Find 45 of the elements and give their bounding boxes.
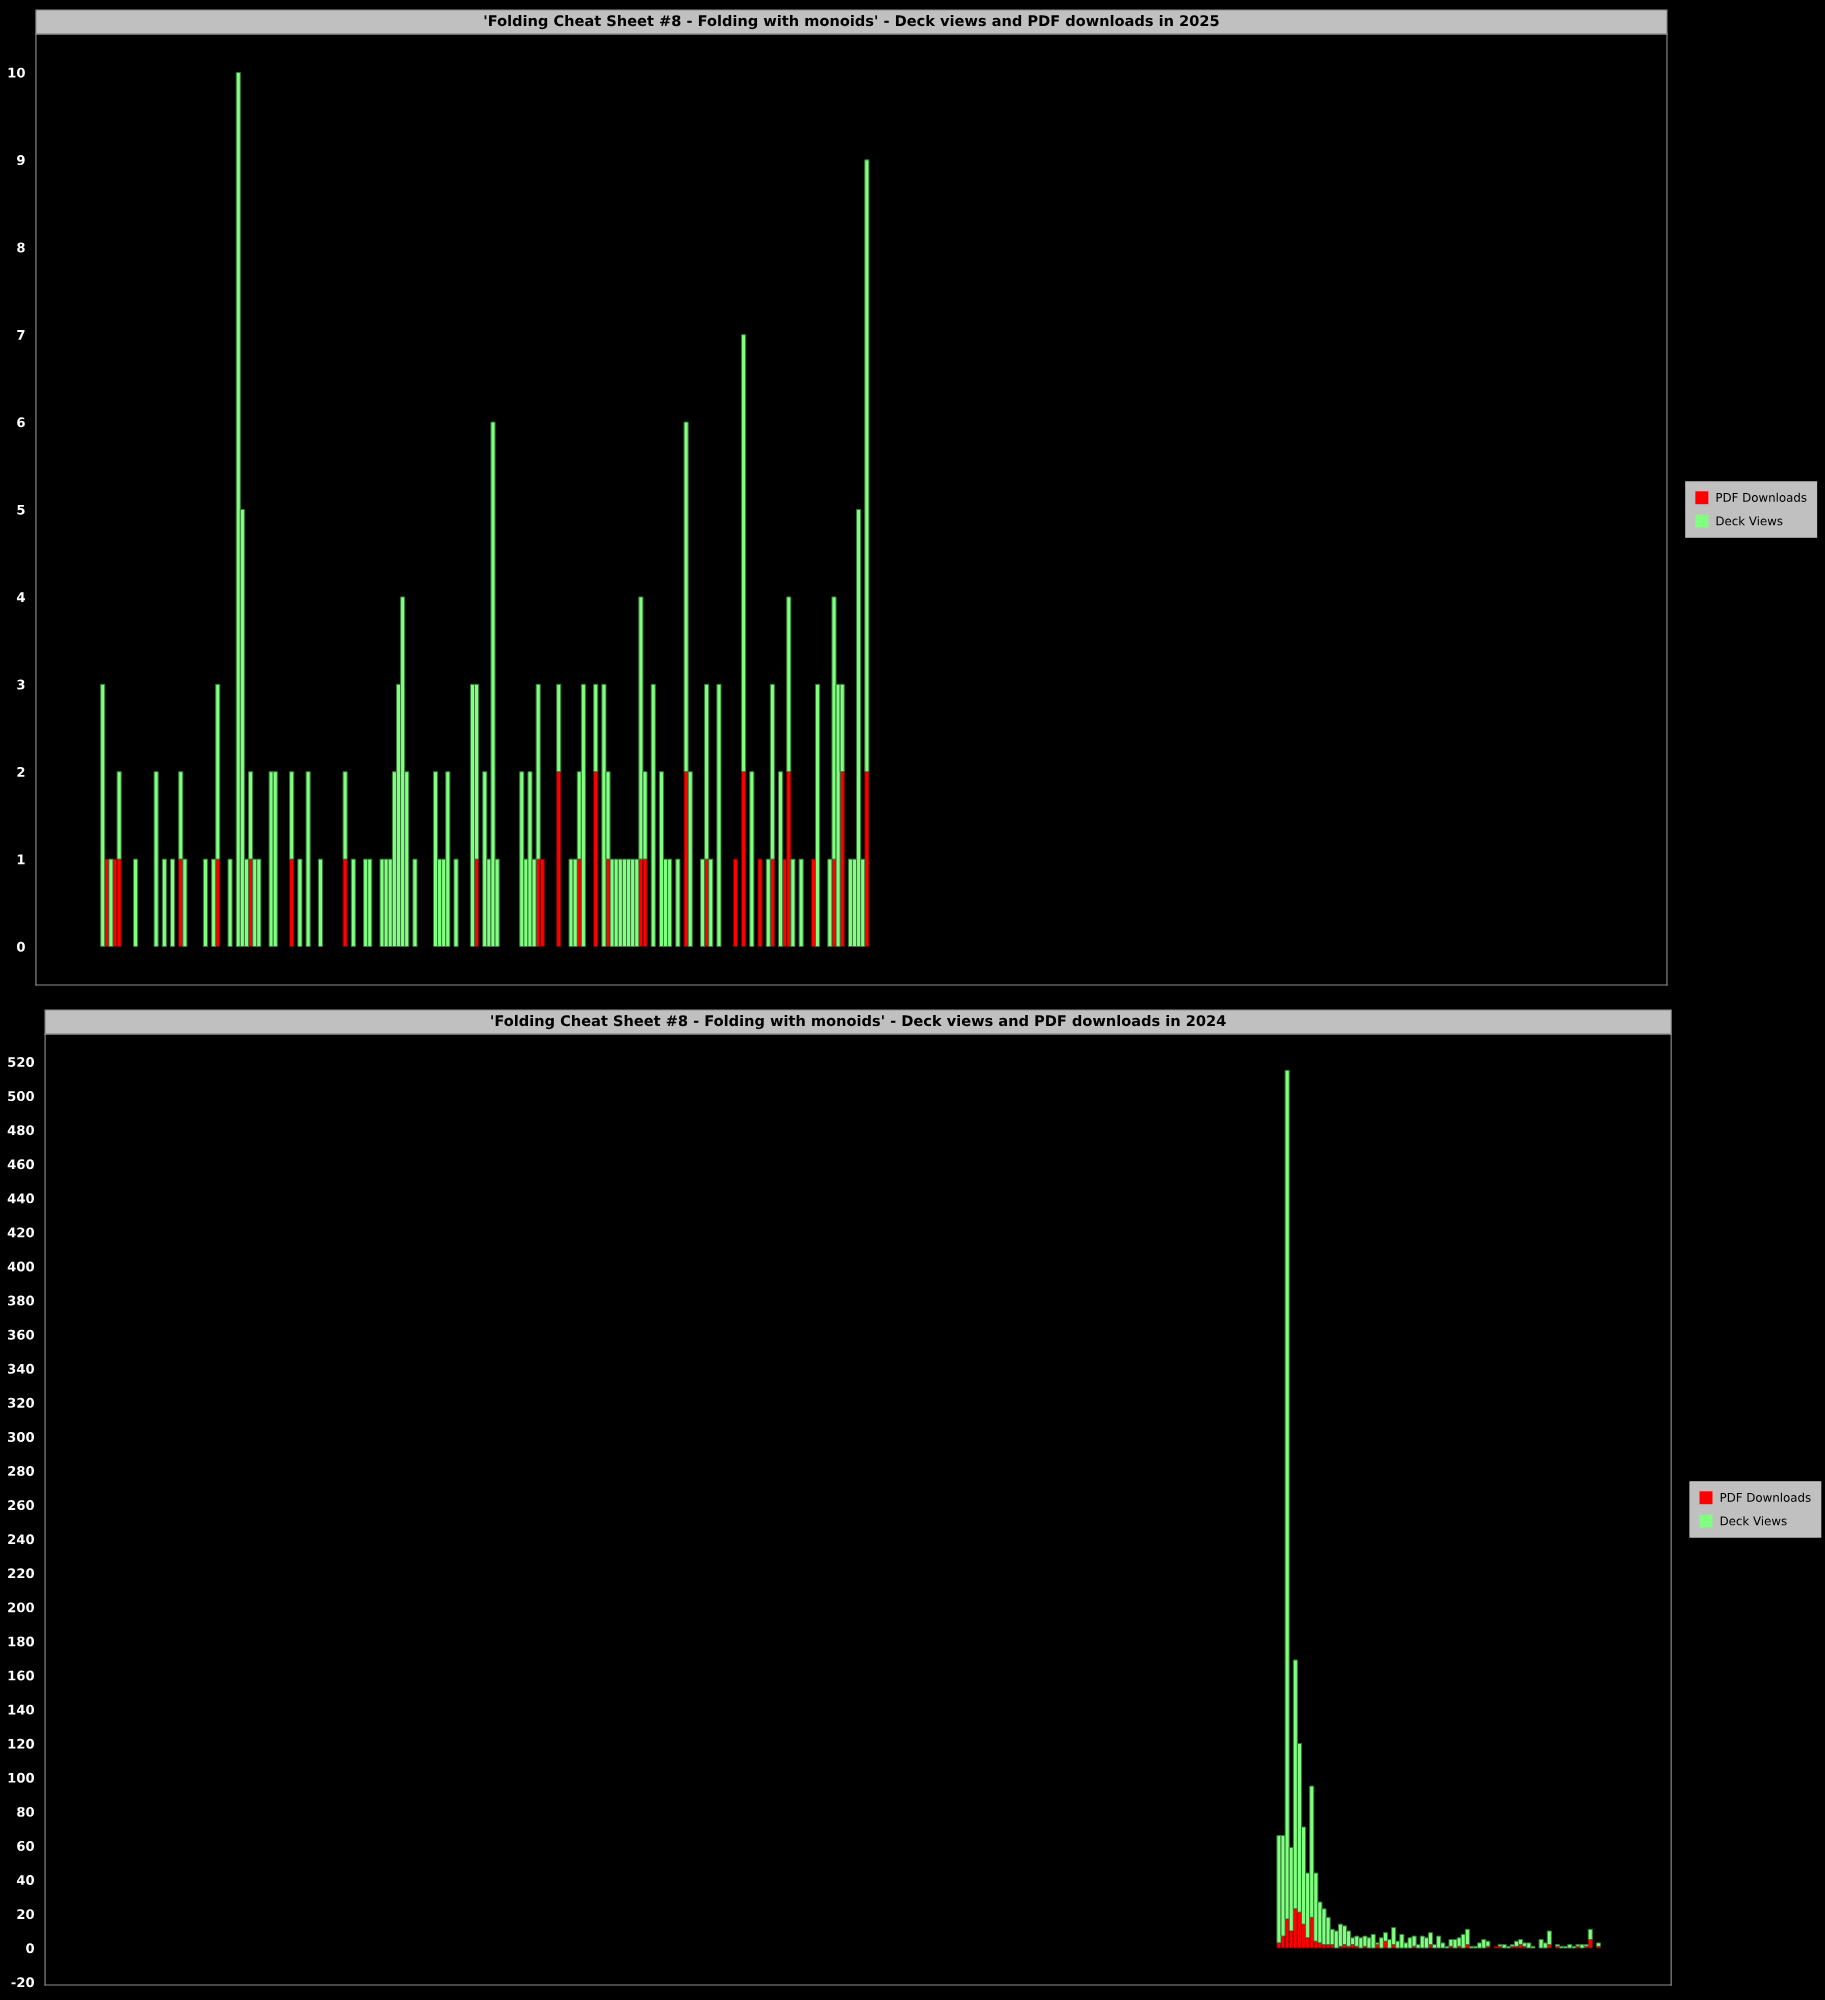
y-tick-label: 500 <box>8 1091 35 1102</box>
y-tick-label: 220 <box>8 1568 35 1579</box>
y-tick-label: 8 <box>17 242 25 253</box>
y-tick-label: 340 <box>8 1363 35 1374</box>
legend-label: PDF Downloads <box>1716 492 1807 502</box>
y-tick-label: 460 <box>7 1159 35 1170</box>
y-tick-label: 60 <box>17 1840 35 1851</box>
y-tick-label: 260 <box>8 1500 35 1511</box>
y-tick-label: 120 <box>8 1738 35 1749</box>
legend-label: Deck Views <box>1720 1516 1787 1526</box>
y-tick-label: 1 <box>17 854 25 865</box>
y-tick-label: 2 <box>17 766 25 777</box>
y-tick-label: 5 <box>17 504 25 515</box>
y-tick-label: 40 <box>16 1875 35 1886</box>
y-tick-label: 180 <box>8 1636 35 1647</box>
y-tick-label: 10 <box>8 67 25 78</box>
y-tick-label: 320 <box>8 1397 35 1408</box>
legend-label: Deck Views <box>1716 516 1783 526</box>
chart-title: 'Folding Cheat Sheet #8 - Folding with monoids' - Deck views and PDF downloads in 2024 <box>491 1014 1226 1030</box>
y-tick-label: 7 <box>17 330 25 340</box>
y-tick-label: 300 <box>8 1431 35 1442</box>
y-tick-label: 0 <box>16 941 25 952</box>
y-tick-label: -20 <box>11 1977 35 1988</box>
y-tick-label: 160 <box>8 1670 35 1681</box>
y-tick-label: 140 <box>8 1704 35 1715</box>
y-tick-label: 480 <box>7 1125 35 1136</box>
y-tick-label: 240 <box>8 1534 35 1545</box>
y-tick-label: 20 <box>17 1909 35 1920</box>
y-tick-label: 4 <box>16 592 25 602</box>
chart-title: 'Folding Cheat Sheet #8 - Folding with monoids' - Deck views and PDF downloads in 2025 <box>484 14 1219 30</box>
y-tick-label: 380 <box>8 1295 35 1306</box>
y-tick-label: 400 <box>7 1261 35 1272</box>
y-tick-label: 0 <box>26 1943 35 1954</box>
y-tick-label: 280 <box>8 1466 35 1477</box>
y-tick-label: 520 <box>8 1057 35 1067</box>
y-tick-label: 440 <box>7 1193 35 1204</box>
y-tick-label: 420 <box>7 1227 35 1238</box>
y-tick-label: 6 <box>17 417 25 428</box>
y-tick-label: 100 <box>8 1772 35 1783</box>
legend-label: PDF Downloads <box>1720 1492 1811 1502</box>
y-tick-label: 360 <box>8 1329 35 1340</box>
y-tick-label: 80 <box>17 1806 35 1817</box>
y-tick-label: 9 <box>17 155 25 166</box>
y-tick-label: 200 <box>8 1602 35 1613</box>
y-tick-label: 3 <box>17 679 25 690</box>
